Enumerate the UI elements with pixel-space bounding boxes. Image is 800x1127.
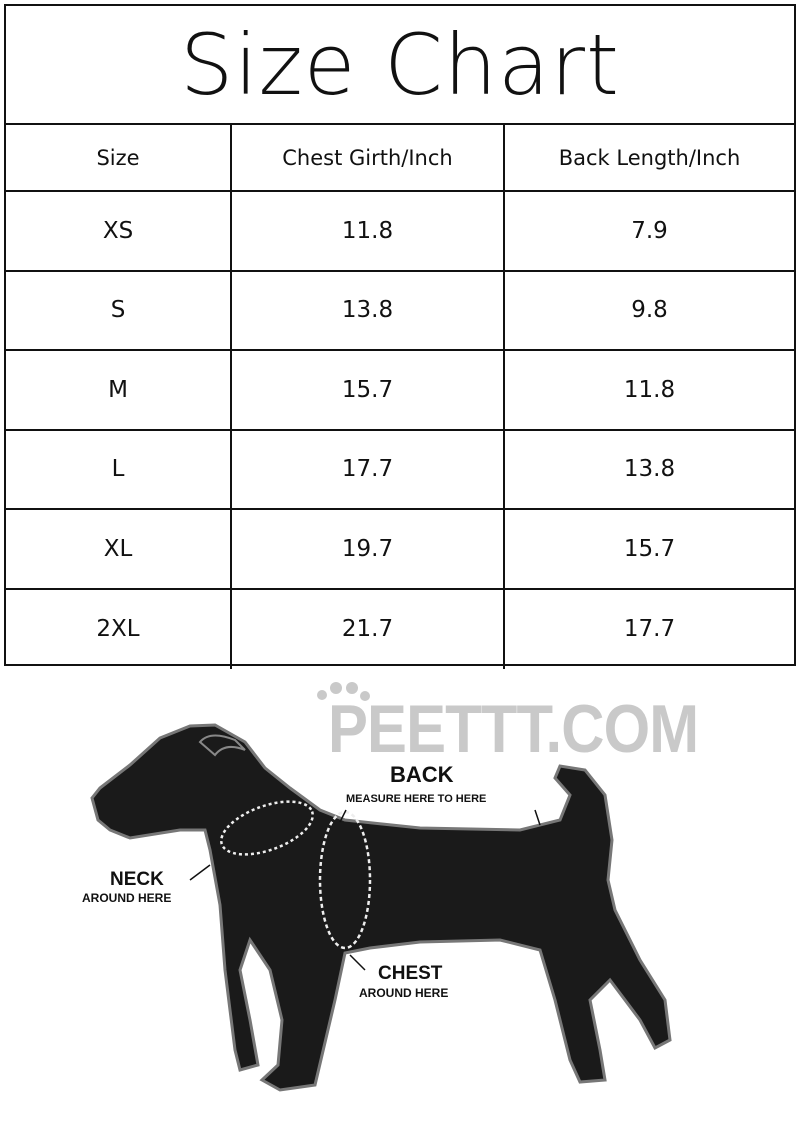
header-back-length: Back Length/Inch [558,145,741,170]
size-chart-table: Size Chart Size Chest Girth/Inch Back Le… [4,4,796,669]
header-size: Size [6,125,232,190]
back-label: BACK [390,762,454,787]
chest-girth-cell: 13.8 [232,271,505,349]
page-title: Size Chart [6,6,794,125]
table-row: M 15.7 11.8 [6,351,794,431]
chest-girth-cell: 15.7 [232,351,505,429]
table-row: XL 19.7 15.7 [6,510,794,590]
back-length-cell: 11.8 [623,376,676,403]
neck-label: NECK [110,869,164,890]
table-row: 2XL 21.7 17.7 [6,589,794,669]
dog-measurement-figure: PEETTT.COM BACK MEASURE HERE TO HERE NEC… [0,670,800,1127]
chest-girth-cell: 19.7 [232,510,505,588]
chest-girth-cell: 11.8 [232,192,505,270]
back-sublabel: MEASURE HERE TO HERE [346,793,487,805]
size-cell: XS [6,192,232,270]
header-chest-girth: Chest Girth/Inch [232,125,505,190]
chest-girth-cell: 21.7 [232,589,505,669]
peettt-logo: PEETTT.COM [328,691,699,767]
neck-sublabel: AROUND HERE [82,891,172,905]
table-row: XS 11.8 7.9 [6,192,794,272]
size-cell: S [6,271,232,349]
back-length-cell: 13.8 [623,456,676,483]
back-length-cell: 17.7 [623,616,676,643]
table-header-row: Size Chest Girth/Inch Back Length/Inch [6,125,794,192]
size-cell: L [6,430,232,508]
chest-label: CHEST [378,963,443,984]
table-row: L 17.7 13.8 [6,430,794,510]
dog-silhouette-icon [90,682,672,1092]
size-cell: 2XL [6,589,232,669]
chest-sublabel: AROUND HERE [359,986,449,1000]
size-cell: M [6,351,232,429]
back-length-cell: 15.7 [623,535,676,562]
chest-girth-cell: 17.7 [232,430,505,508]
back-length-cell: 9.8 [631,297,668,324]
title-text: Size Chart [180,15,620,114]
size-cell: XL [6,510,232,588]
table-row: S 13.8 9.8 [6,271,794,351]
back-length-cell: 7.9 [631,217,668,244]
